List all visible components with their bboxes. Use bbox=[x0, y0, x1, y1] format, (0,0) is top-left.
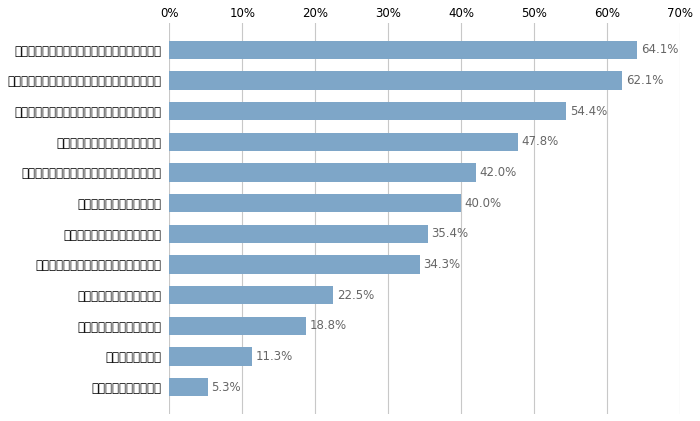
Bar bbox=[169, 255, 419, 274]
Bar bbox=[169, 194, 461, 212]
Text: 22.5%: 22.5% bbox=[337, 288, 374, 301]
Bar bbox=[169, 102, 566, 120]
Text: 47.8%: 47.8% bbox=[522, 135, 559, 148]
Bar bbox=[169, 224, 428, 243]
Bar bbox=[169, 286, 333, 304]
Bar bbox=[169, 347, 252, 365]
Text: 54.4%: 54.4% bbox=[570, 104, 607, 117]
Text: 5.3%: 5.3% bbox=[211, 381, 242, 394]
Text: 62.1%: 62.1% bbox=[626, 74, 664, 87]
Text: 35.4%: 35.4% bbox=[431, 227, 468, 240]
Bar bbox=[169, 378, 208, 396]
Bar bbox=[169, 40, 637, 59]
Text: 64.1%: 64.1% bbox=[640, 43, 678, 56]
Text: 34.3%: 34.3% bbox=[424, 258, 461, 271]
Text: 42.0%: 42.0% bbox=[480, 166, 517, 179]
Text: 18.8%: 18.8% bbox=[310, 319, 347, 332]
Bar bbox=[169, 163, 476, 181]
Text: 40.0%: 40.0% bbox=[465, 197, 502, 210]
Text: 11.3%: 11.3% bbox=[256, 350, 293, 363]
Bar bbox=[169, 317, 307, 335]
Bar bbox=[169, 133, 518, 151]
Bar bbox=[169, 71, 622, 90]
